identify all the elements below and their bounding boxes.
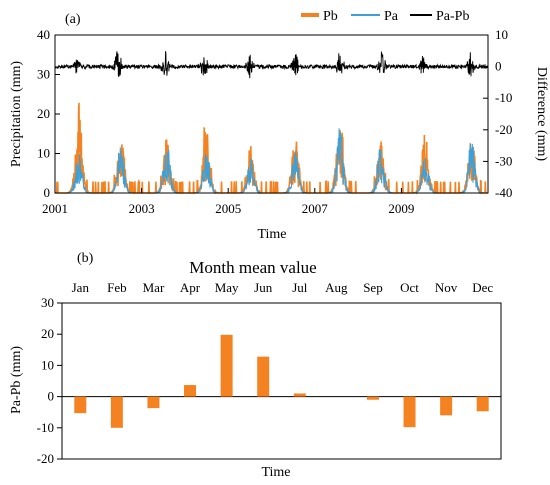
b-bar-jan [74, 396, 87, 414]
b-ytick-label-5: 30 [41, 295, 54, 310]
a-ytick-label-1: 10 [37, 146, 50, 161]
panel-b-frame [61, 302, 502, 460]
b-ytick-label-4: 20 [41, 326, 54, 341]
a-ytick-label-3: 30 [37, 67, 50, 82]
b-ytick-label-2: 0 [48, 389, 55, 404]
b-bar-dec [476, 396, 489, 412]
a-y2tick-label-5: -40 [495, 185, 512, 200]
b-category-label-may: May [215, 280, 239, 295]
panel-a-label: (a) [65, 12, 81, 27]
b-bar-jun [257, 356, 270, 397]
panel-b-y-axis-label: Pa-Pb (mm) [9, 346, 24, 414]
b-bar-feb [110, 396, 123, 428]
panel-b-y-axis: -20 -10 0 10 20 30 [37, 295, 62, 466]
b-bar-may [220, 334, 233, 397]
b-bar-oct [403, 396, 416, 428]
series-papb-line [54, 51, 489, 79]
b-ytick-label-1: -10 [37, 420, 54, 435]
a-ytick-label-2: 20 [37, 106, 50, 121]
b-bar-nov [440, 396, 453, 416]
panel-a-y2-axis-label: Difference (mm) [534, 67, 549, 162]
legend-pa-label: Pa [384, 9, 399, 24]
b-category-label-feb: Feb [107, 280, 127, 295]
b-category-label-dec: Dec [472, 280, 493, 295]
b-ytick-label-3: 10 [41, 357, 54, 372]
a-xtick-label-0: 2001 [42, 201, 68, 216]
a-y2tick-label-0: 10 [495, 27, 508, 42]
b-category-label-nov: Nov [435, 280, 458, 295]
b-category-label-mar: Mar [143, 280, 165, 295]
a-ytick-label-0: 0 [44, 185, 51, 200]
panel-b: (b) Month mean value Jan Feb Mar Apr May Jun J… [9, 251, 502, 480]
a-xtick-label-1: 2003 [129, 201, 155, 216]
a-y2tick-label-1: 0 [495, 59, 502, 74]
panel-a-left-axis: 0 10 20 30 40 [37, 27, 60, 200]
b-category-label-aug: Aug [325, 280, 348, 295]
b-category-label-jan: Jan [72, 280, 90, 295]
b-category-label-jul: Jul [292, 280, 308, 295]
panel-a-legend: Pb Pa Pa-Pb [301, 9, 469, 24]
b-category-label-oct: Oct [400, 280, 419, 295]
a-ytick-label-4: 40 [37, 27, 50, 42]
panel-b-label: (b) [77, 251, 94, 266]
b-category-label-apr: Apr [180, 280, 201, 295]
panel-a-x-axis-label: Time [257, 227, 286, 242]
panel-a-plot-area [54, 51, 489, 195]
a-xtick-label-4: 2009 [388, 201, 414, 216]
a-xtick-label-3: 2007 [302, 201, 329, 216]
b-ytick-label-0: -20 [37, 451, 54, 466]
b-bar-sep [366, 396, 379, 400]
legend-papb-label: Pa-Pb [436, 9, 469, 24]
a-xtick-label-2: 2005 [215, 201, 241, 216]
panel-b-category-labels: Jan Feb Mar Apr May Jun Jul Aug Sep Oct Nov Dec [72, 280, 494, 295]
b-bar-jul [293, 393, 306, 397]
a-y2tick-label-3: -20 [495, 122, 512, 137]
panel-a-x-axis: 2001 2003 2005 2007 2009 [42, 188, 414, 216]
panel-b-x-axis-label: Time [261, 465, 290, 480]
b-category-label-sep: Sep [363, 280, 383, 295]
b-category-label-jun: Jun [254, 280, 273, 295]
a-y2tick-label-2: -10 [495, 90, 512, 105]
panel-a-right-axis: 10 0 -10 -20 -30 -40 [483, 27, 512, 200]
panel-b-title: Month mean value [189, 258, 316, 277]
b-bar-mar [147, 396, 160, 409]
legend-pb-label: Pb [323, 9, 338, 24]
panel-b-bars [74, 334, 489, 428]
panel-a-y-axis-label: Precipitation (mm) [9, 61, 24, 167]
b-bar-apr [184, 385, 197, 397]
a-y2tick-label-4: -30 [495, 153, 512, 168]
